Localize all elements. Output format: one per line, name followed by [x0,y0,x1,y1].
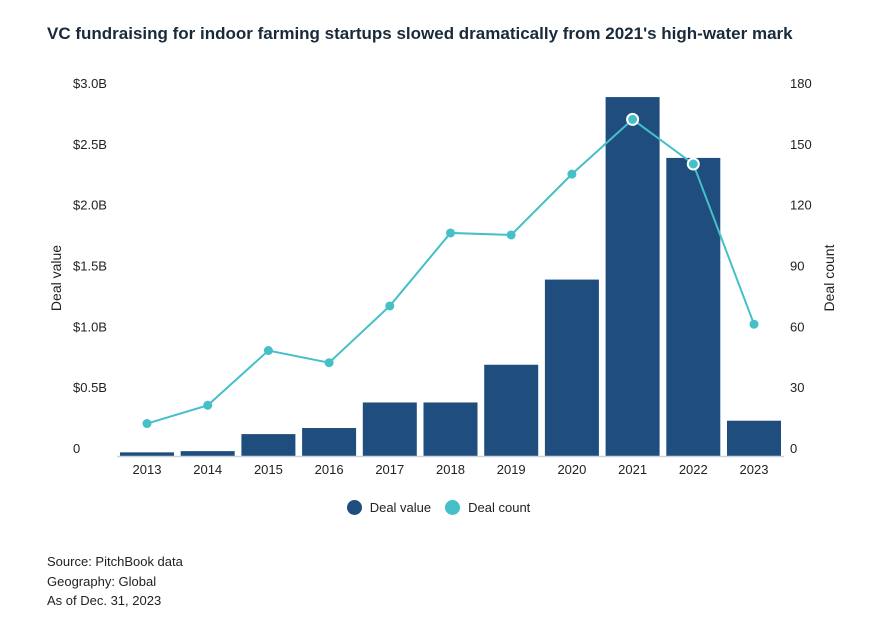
point-deal-count-2014 [203,400,213,410]
x-tick-label: 2018 [436,462,465,477]
legend-swatch-deal-value [346,500,362,515]
legend-swatch-deal-count [445,500,461,515]
y-tick-right: 180 [790,76,812,91]
bar-deal-value-2021 [605,97,660,456]
y-tick-right: 150 [790,137,812,152]
point-deal-count-2022 [686,157,700,171]
y-tick-right: 90 [790,259,804,274]
y-axis-label-left: Deal value [48,245,64,311]
x-tick-label: 2020 [557,462,586,477]
point-deal-count-2015 [263,346,273,356]
y-axis-label-right: Deal count [821,244,837,311]
note-geography: Geography: Global [47,573,157,589]
y-tick-right: 0 [790,441,797,456]
y-tick-left: $1.5B [73,259,107,274]
bar-deal-value-2023 [727,420,781,456]
point-deal-count-2020 [567,169,577,179]
chart-title: VC fundraising for indoor farming startu… [47,24,793,43]
x-tick-label: 2019 [497,462,526,477]
bar-deal-value-2019 [484,364,539,456]
point-deal-count-2016 [324,358,334,368]
x-tick-label: 2022 [679,462,708,477]
point-deal-count-2023 [749,319,759,329]
y-tick-left: $2.5B [73,137,107,152]
source-notes: Source: PitchBook data Geography: Global… [47,552,183,611]
bar-deal-value-2022 [666,157,721,456]
y-tick-right: 30 [790,380,804,395]
line-deal-count [146,118,755,425]
note-source: Source: PitchBook data [47,554,183,569]
bar-deal-value-2020 [544,279,599,456]
point-deal-count-2021 [626,112,640,126]
bar-deal-value-2015 [241,434,296,456]
legend-item-deal-value[interactable]: Deal value [346,500,432,515]
bar-deal-value-2017 [362,402,417,456]
point-deal-count-2017 [385,301,395,311]
legend-label: Deal value [369,500,432,515]
legend-label: Deal count [468,500,531,515]
y-tick-right: 60 [790,319,804,334]
x-tick-label: 2016 [315,462,344,477]
bar-deal-value-2013 [120,452,174,456]
y-tick-left: $3.0B [73,76,107,91]
bar-deal-value-2014 [180,451,235,456]
x-tick-label: 2013 [133,462,162,477]
bar-deal-value-2016 [302,428,357,456]
x-tick-label: 2015 [254,462,283,477]
legend-item-deal-count[interactable]: Deal count [445,500,530,515]
y-tick-left: 0 [73,441,80,456]
note-date: As of Dec. 31, 2023 [47,593,162,608]
x-tick-label: 2017 [375,462,404,477]
point-deal-count-2013 [142,419,152,429]
x-tick-label: 2014 [193,462,222,477]
y-tick-left: $1.0B [73,319,107,334]
point-deal-count-2019 [506,230,516,240]
x-tick-label: 2023 [740,462,769,477]
y-tick-right: 120 [790,198,812,213]
x-tick-label: 2021 [618,462,647,477]
legend: Deal value Deal count [0,500,871,515]
point-deal-count-2018 [446,228,455,238]
y-tick-left: $2.0B [73,198,107,213]
bar-deal-value-2018 [423,402,478,456]
y-tick-left: $0.5B [73,380,107,395]
